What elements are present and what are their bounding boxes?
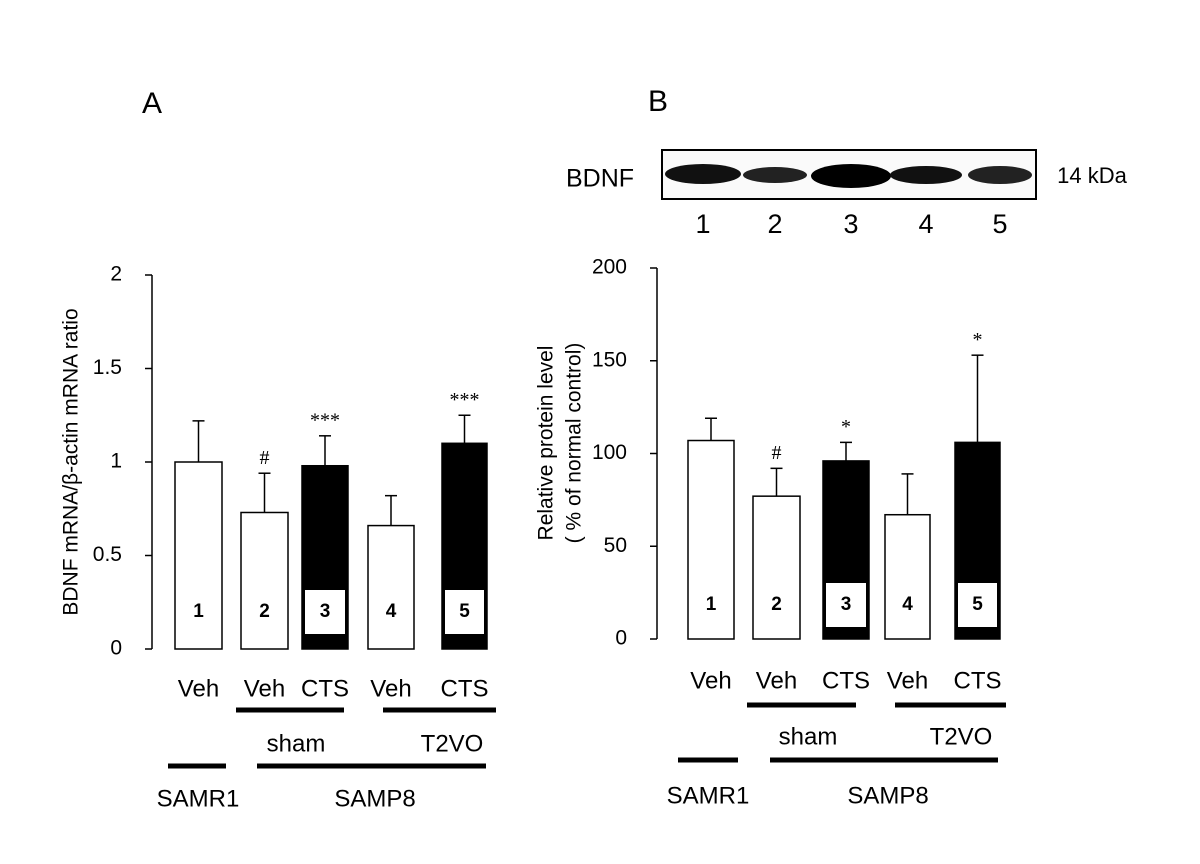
bar-label-box: [958, 583, 997, 627]
group-label: sham: [779, 723, 838, 750]
bar: [367, 524, 415, 650]
blot-band: [968, 166, 1032, 184]
bar-label: 2: [259, 601, 270, 622]
blot-band: [743, 167, 807, 183]
blot-size: 14 kDa: [1057, 163, 1127, 188]
significance-marker: ***: [450, 389, 480, 411]
x-tick-label: CTS: [954, 667, 1002, 694]
blot-label: BDNF: [566, 165, 634, 193]
lane-label: 3: [843, 209, 858, 239]
y-axis-label: BDNF mRNA/β-actin mRNA ratio: [60, 308, 83, 615]
lane-label: 2: [767, 209, 782, 239]
y-tick-label: 100: [592, 441, 627, 464]
strain-label: SAMR1: [667, 782, 750, 809]
y-tick-label: 0.5: [93, 543, 122, 566]
blot-band: [890, 166, 962, 184]
x-tick-label: CTS: [822, 667, 870, 694]
x-tick-label: Veh: [178, 675, 219, 702]
bar-label: 5: [972, 594, 983, 615]
x-tick-label: Veh: [370, 675, 411, 702]
panel-label: A: [142, 87, 162, 120]
western-blot: [661, 149, 1037, 200]
x-tick-label: Veh: [887, 667, 928, 694]
y-tick-label: 0: [615, 627, 627, 650]
significance-marker: #: [772, 442, 782, 464]
panel-label: B: [648, 85, 668, 118]
group-label: T2VO: [421, 730, 484, 757]
bar: [240, 511, 289, 650]
bar: [752, 495, 801, 640]
significance-marker: ***: [310, 409, 340, 431]
bar-label: 2: [771, 594, 782, 615]
y-tick-label: 200: [592, 256, 627, 279]
bar-label: 1: [706, 594, 717, 615]
y-tick-label: 1.5: [93, 356, 122, 379]
x-tick-label: CTS: [301, 675, 349, 702]
strain-label: SAMP8: [847, 782, 928, 809]
blot-band: [665, 164, 741, 184]
bar-label: 4: [386, 601, 397, 622]
bar-label: 1: [193, 601, 204, 622]
x-tick-label: Veh: [690, 667, 731, 694]
blot-band: [811, 164, 891, 188]
lane-label: 1: [695, 209, 710, 239]
y-axis-label: ( % of normal control): [563, 343, 586, 544]
bar-label: 4: [902, 594, 913, 615]
bar-label-box: [826, 583, 866, 627]
y-tick-label: 50: [604, 534, 627, 557]
y-tick-label: 1: [110, 450, 122, 473]
bar-label: 5: [459, 601, 470, 622]
y-tick-label: 0: [110, 637, 122, 660]
significance-marker: *: [973, 329, 983, 351]
bar-label-box: [445, 590, 484, 634]
significance-marker: #: [260, 447, 270, 469]
group-label: sham: [267, 730, 326, 757]
y-axis-label: Relative protein level: [535, 346, 558, 541]
y-tick-label: 150: [592, 348, 627, 371]
strain-label: SAMR1: [157, 785, 240, 812]
y-tick-label: 2: [110, 263, 122, 286]
bar-label: 3: [320, 601, 331, 622]
lane-label: 4: [918, 209, 933, 239]
bar: [687, 439, 735, 640]
bar: [174, 461, 223, 650]
x-tick-label: Veh: [244, 675, 285, 702]
bar-label-box: [305, 590, 345, 634]
lane-label: 5: [992, 209, 1007, 239]
group-label: T2VO: [930, 723, 993, 750]
bar: [884, 513, 931, 640]
x-tick-label: Veh: [756, 667, 797, 694]
significance-marker: *: [841, 416, 851, 438]
bar-label: 3: [841, 594, 852, 615]
strain-label: SAMP8: [334, 785, 415, 812]
x-tick-label: CTS: [441, 675, 489, 702]
